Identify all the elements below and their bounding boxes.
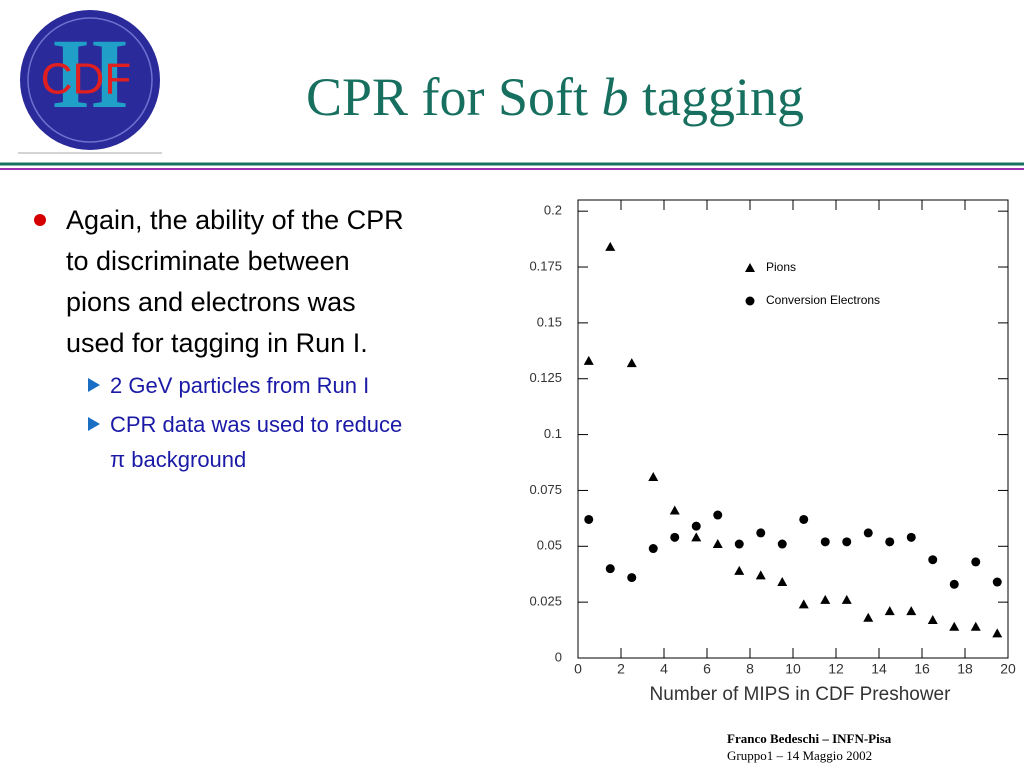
marker: [691, 532, 702, 542]
marker: [992, 628, 1003, 638]
bullet-line: to discriminate between: [66, 246, 350, 276]
y-tick-label: 0.2: [544, 203, 562, 218]
marker: [863, 528, 873, 538]
marker: [798, 599, 809, 609]
bullet-line: pions and electrons was: [66, 287, 356, 317]
sub-bullet: CPR data was used to reduce π background: [30, 407, 404, 477]
x-tick-label: 18: [957, 661, 973, 677]
x-tick-label: 12: [828, 661, 844, 677]
x-tick-label: 20: [1000, 661, 1016, 677]
logo-text: CDF: [41, 55, 131, 104]
legend-marker: [745, 296, 755, 306]
x-tick-label: 10: [785, 661, 801, 677]
marker: [928, 555, 938, 565]
marker: [648, 472, 659, 482]
y-tick-label: 0.15: [537, 314, 562, 329]
legend-marker: [745, 263, 755, 272]
bullet-dot: [34, 214, 46, 226]
marker: [605, 241, 616, 251]
y-tick-label: 0.1: [544, 426, 562, 441]
marker: [841, 594, 852, 604]
footer: Franco Bedeschi – INFN-Pisa Gruppo1 – 14 …: [727, 730, 891, 764]
marker: [626, 358, 637, 368]
marker: [583, 355, 594, 365]
logo-circle: [20, 10, 160, 150]
marker: [842, 537, 852, 547]
marker: [669, 505, 680, 515]
bullet-line: used for tagging in Run I.: [66, 328, 368, 358]
marker: [734, 539, 744, 549]
marker: [949, 579, 959, 589]
marker: [971, 557, 981, 567]
sub-bullet-line: CPR data was used to reduce: [110, 412, 403, 437]
marker: [777, 539, 787, 549]
marker: [885, 537, 895, 547]
marker: [927, 615, 938, 625]
marker: [713, 510, 723, 520]
y-tick-label: 0: [555, 649, 562, 664]
bullet: Again, the ability of the CPR to discrimi…: [30, 200, 404, 364]
sub-bullet-line: 2 GeV particles from Run I: [110, 373, 370, 398]
marker: [605, 564, 615, 574]
x-tick-label: 16: [914, 661, 930, 677]
title-text: CPR for Soft: [305, 67, 589, 127]
sub-bullet-line: π background: [110, 447, 247, 472]
legend-label: Conversion Electrons: [766, 293, 880, 307]
marker: [863, 612, 874, 622]
marker: [906, 606, 917, 616]
sub-bullet: 2 GeV particles from Run I: [30, 368, 404, 403]
x-tick-label: 2: [617, 661, 625, 677]
marker: [670, 532, 680, 542]
marker: [820, 537, 830, 547]
marker: [820, 594, 831, 604]
marker: [756, 528, 766, 538]
marker: [906, 532, 916, 542]
footer-author: Franco Bedeschi – INFN-Pisa: [727, 731, 892, 746]
marker: [627, 573, 637, 583]
marker: [970, 621, 981, 631]
sub-bullet-marker: [88, 417, 100, 431]
y-tick-label: 0.175: [529, 258, 562, 273]
logo-numeral: II: [51, 18, 129, 129]
bullets: Again, the ability of the CPR to discrimi…: [30, 200, 404, 477]
x-tick-label: 8: [746, 661, 754, 677]
marker: [799, 514, 809, 524]
title-text: tagging: [642, 67, 805, 127]
bullet-line: Again, the ability of the CPR: [66, 205, 404, 235]
marker: [949, 621, 960, 631]
x-tick-label: 0: [574, 661, 582, 677]
y-tick-label: 0.05: [537, 538, 562, 553]
footer-event: Gruppo1 – 14 Maggio 2002: [727, 748, 873, 763]
x-axis-label: Number of MIPS in CDF Preshower: [650, 684, 952, 705]
sub-bullet-marker: [88, 378, 100, 392]
marker: [712, 539, 723, 549]
marker: [755, 570, 766, 580]
marker: [648, 544, 658, 554]
marker: [584, 514, 594, 524]
title-italic: b: [601, 67, 629, 127]
marker: [734, 565, 745, 575]
logo-ring: [27, 17, 153, 143]
x-tick-label: 14: [871, 661, 887, 677]
x-tick-label: 4: [660, 661, 668, 677]
marker: [777, 577, 788, 587]
marker: [884, 606, 895, 616]
y-tick-label: 0.025: [529, 594, 562, 609]
marker: [691, 521, 701, 531]
marker: [992, 577, 1002, 587]
y-tick-label: 0.125: [529, 370, 562, 385]
x-tick-label: 6: [703, 661, 711, 677]
slide-title: CPR for Soft b tagging: [200, 66, 910, 128]
legend-label: Pions: [766, 260, 796, 274]
y-tick-label: 0.075: [529, 482, 562, 497]
